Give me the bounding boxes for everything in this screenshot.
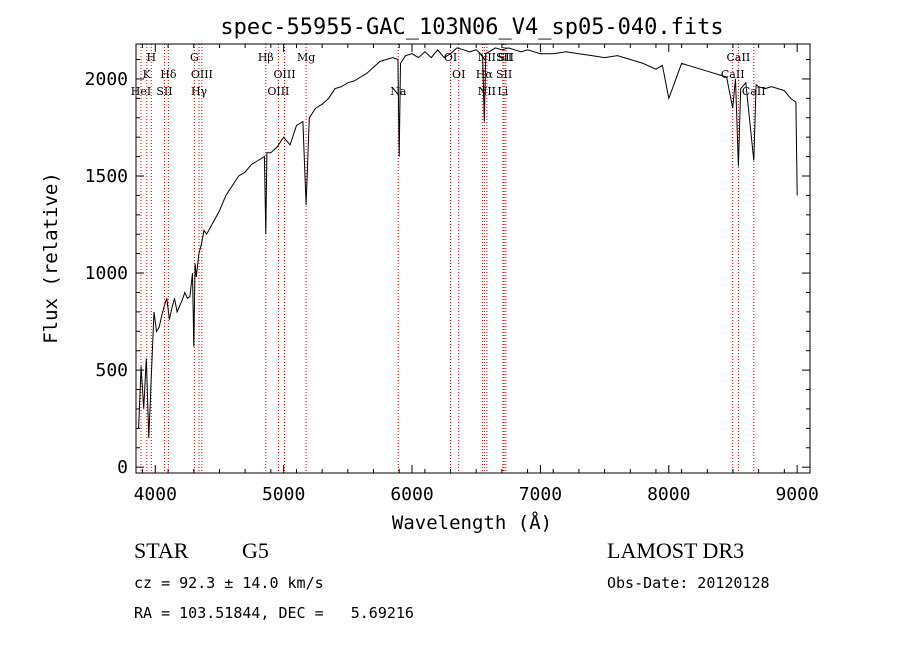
line-label-18: Hα <box>476 68 494 81</box>
coordinates: RA = 103.51844, DEC = 5.69216 <box>134 604 414 622</box>
object-class: STAR <box>134 538 189 563</box>
line-label-4: Hδ <box>160 68 177 81</box>
y-tick-label-0: 0 <box>117 457 128 478</box>
spectrum-line <box>138 47 798 439</box>
line-label-13: OI <box>444 51 457 64</box>
line-label-11: Mg <box>297 51 315 64</box>
line-label-7: Hγ <box>191 85 208 98</box>
y-tick-label-4: 2000 <box>85 69 128 90</box>
y-axis-label: Flux (relative) <box>40 172 62 344</box>
line-label-20: NII <box>478 85 496 98</box>
line-label-23: CaII <box>721 68 745 81</box>
y-axis: 0 500 1000 1500 2000 <box>85 59 810 478</box>
y-tick-label-1: 500 <box>95 360 128 381</box>
x-tick-label-1: 5000 <box>262 484 305 505</box>
line-label-14: OI <box>452 68 465 81</box>
line-label-8: Hβ <box>258 51 274 64</box>
x-tick-label-4: 8000 <box>647 484 690 505</box>
x-axis: 4000 5000 6000 7000 8000 9000 <box>134 44 819 505</box>
line-label-19: SII <box>496 68 512 81</box>
x-axis-label: Wavelength (Å) <box>392 511 552 534</box>
obs-date: Obs-Date: 20120128 <box>607 574 770 592</box>
plot-frame <box>135 43 811 474</box>
line-label-6: OIII <box>191 68 213 81</box>
x-tick-label-2: 6000 <box>390 484 433 505</box>
line-label-9: OIII <box>274 68 296 81</box>
y-tick-label-2: 1000 <box>85 263 128 284</box>
line-label-24: CaII <box>742 85 766 98</box>
line-label-3: SII <box>156 85 172 98</box>
x-tick-label-0: 4000 <box>134 484 177 505</box>
line-label-17: SII <box>498 51 514 64</box>
line-label-5: G <box>190 51 199 64</box>
chart-title: spec-55955-GAC_103N06_V4_sp05-040.fits <box>220 15 723 40</box>
y-tick-label-3: 1500 <box>85 166 128 187</box>
x-tick-label-5: 9000 <box>775 484 818 505</box>
line-label-21: Li <box>497 85 508 98</box>
line-label-1: K <box>143 68 152 81</box>
line-label-0: H <box>146 51 156 64</box>
cz-value: cz = 92.3 ± 14.0 km/s <box>134 574 324 592</box>
emission-lines-layer <box>140 44 755 473</box>
line-label-10: OIII <box>267 85 289 98</box>
line-label-16: SII <box>496 51 512 64</box>
line-label-22: CaII <box>727 51 751 64</box>
survey-name: LAMOST DR3 <box>607 538 745 563</box>
spectral-subclass: G5 <box>242 538 269 563</box>
x-tick-label-3: 7000 <box>519 484 562 505</box>
line-label-2: HeI <box>131 85 151 98</box>
